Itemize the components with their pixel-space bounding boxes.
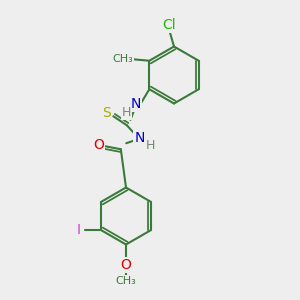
Text: CH₃: CH₃ xyxy=(112,54,133,64)
Text: O: O xyxy=(121,258,131,272)
Text: H: H xyxy=(146,139,155,152)
Text: Cl: Cl xyxy=(162,18,176,32)
Text: O: O xyxy=(93,138,104,152)
Text: CH₃: CH₃ xyxy=(116,276,136,286)
Text: N: N xyxy=(130,97,141,111)
Text: I: I xyxy=(77,223,81,237)
Text: H: H xyxy=(122,106,131,119)
Text: N: N xyxy=(134,131,145,145)
Text: S: S xyxy=(102,106,111,120)
